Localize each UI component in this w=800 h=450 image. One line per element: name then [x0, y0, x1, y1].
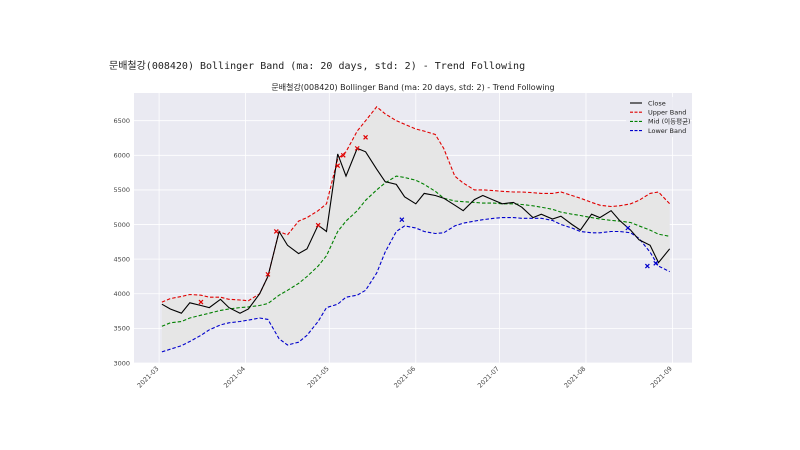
close-line — [161, 147, 671, 314]
signal-markers — [198, 134, 659, 305]
axes-title: 문배철강(008420) Bollinger Band (ma: 20 days… — [271, 82, 554, 92]
upper-band-line — [161, 106, 671, 303]
lower-band-line — [161, 217, 670, 353]
x-tick-label: 2021-08 — [563, 365, 588, 390]
buy-signal-marker — [653, 260, 659, 266]
sell-signal-marker — [354, 145, 360, 151]
sell-signal-marker — [340, 152, 346, 158]
x-axis-ticks: 2021-03 2021-04 2021-05 2021-06 2021-07 2021-… — [136, 365, 674, 390]
x-tick-label: 2021-07 — [476, 365, 501, 390]
sell-signal-marker — [198, 299, 204, 305]
y-tick-label: 6000 — [113, 152, 130, 160]
buy-signal-marker — [625, 225, 631, 231]
x-tick-label: 2021-09 — [649, 365, 674, 390]
x-tick-label: 2021-06 — [392, 365, 417, 390]
legend-label: Close — [648, 99, 666, 107]
y-axis-ticks: 3000 3500 4000 4500 5000 5500 6000 6500 — [113, 117, 130, 367]
sell-signal-marker — [363, 134, 368, 140]
buy-signal-marker — [399, 217, 405, 223]
y-tick-label: 6500 — [113, 117, 130, 125]
sell-signal-marker — [273, 229, 279, 234]
figure-title: 문배철강(008420) Bollinger Band (ma: 20 days… — [109, 61, 526, 72]
buy-signal-marker — [644, 263, 650, 269]
y-tick-label: 5000 — [113, 221, 130, 229]
y-tick-label: 5500 — [113, 186, 130, 194]
y-tick-label: 4000 — [113, 290, 130, 298]
legend-label: Lower Band — [648, 127, 686, 135]
y-tick-label: 4500 — [113, 255, 130, 263]
legend-box — [626, 97, 690, 137]
sell-signal-marker — [335, 163, 341, 169]
x-tick-label: 2021-03 — [136, 365, 161, 390]
legend-label: Mid (이동평균) — [648, 117, 691, 126]
sell-signal-marker — [265, 271, 271, 277]
x-tick-label: 2021-05 — [306, 365, 331, 390]
y-tick-label: 3500 — [113, 325, 130, 333]
series-lines — [161, 106, 671, 353]
y-tick-label: 3000 — [113, 359, 130, 367]
x-tick-label: 2021-04 — [222, 365, 247, 390]
band-fill-area — [161, 106, 670, 352]
legend-label: Upper Band — [648, 109, 686, 117]
band-fill — [161, 106, 670, 352]
sell-signal-marker — [315, 222, 321, 228]
